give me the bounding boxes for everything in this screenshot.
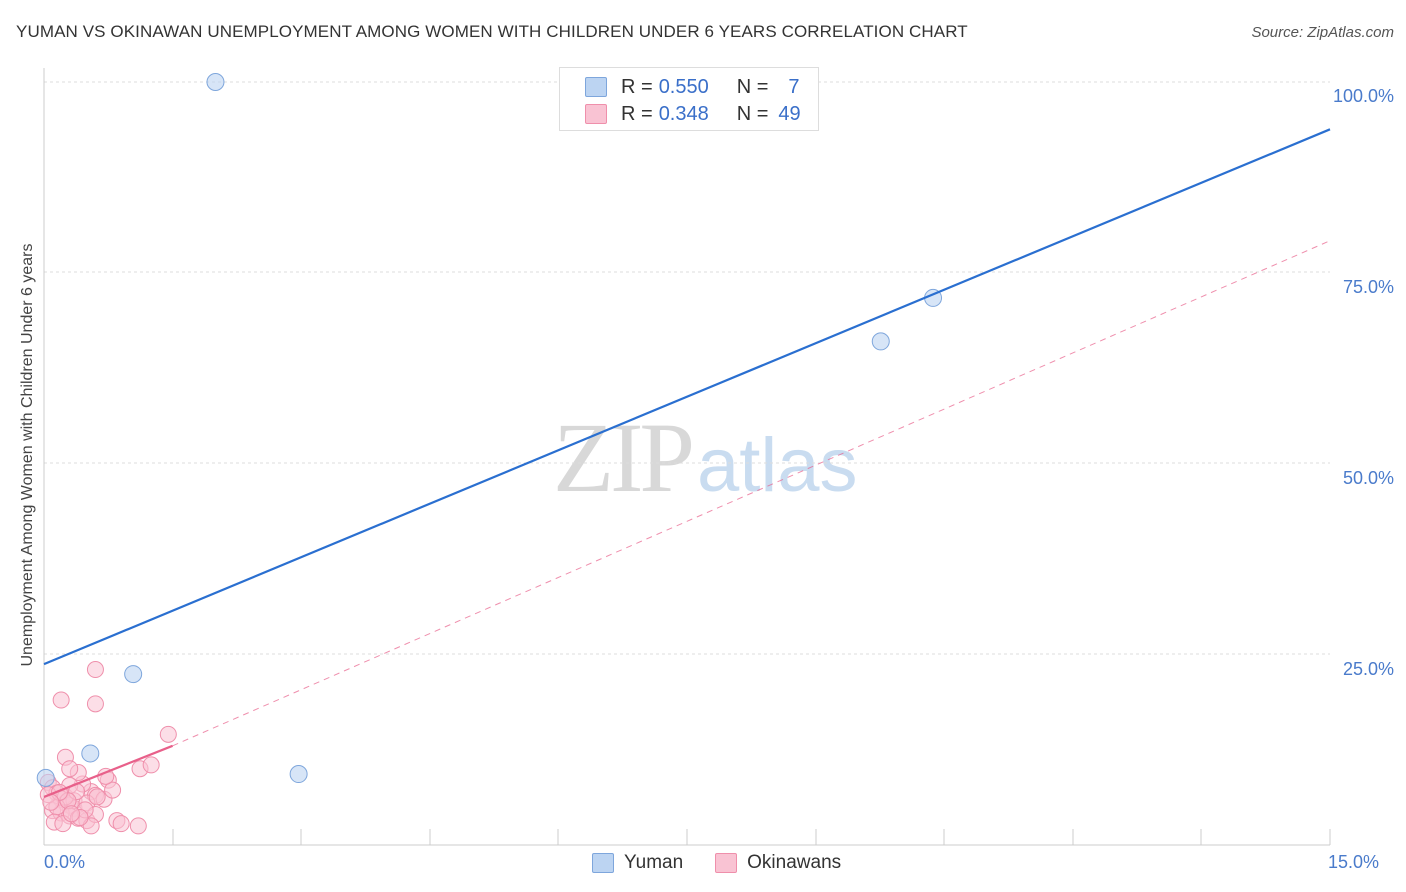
yuman-point xyxy=(871,332,890,351)
watermark-zip: ZIP xyxy=(553,402,695,513)
legend-item-yuman[interactable]: Yuman xyxy=(592,852,683,874)
axes xyxy=(43,68,1331,846)
okinawan-point xyxy=(61,760,79,778)
okinawan-swatch-icon xyxy=(715,853,738,873)
r-value: 0.348 xyxy=(658,102,709,125)
trendlines xyxy=(43,128,1331,798)
yuman-points xyxy=(36,73,943,787)
yuman-point xyxy=(81,744,100,763)
y-tick-100: 100.0% xyxy=(1332,86,1394,106)
okinawan-point xyxy=(159,725,177,743)
legend-item-okinawans[interactable]: Okinawans xyxy=(715,852,841,874)
okinawan-point xyxy=(88,788,106,806)
r-label: R = xyxy=(621,75,653,98)
y-tick-25: 25.0% xyxy=(1342,659,1394,679)
chart-title: YUMAN VS OKINAWAN UNEMPLOYMENT AMONG WOM… xyxy=(16,22,968,41)
series-legend: Yuman Okinawans xyxy=(592,852,873,874)
okinawan-point xyxy=(129,817,147,835)
n-label: N = xyxy=(736,75,769,98)
legend-label: Yuman xyxy=(624,852,684,873)
x-tick-0: 0.0% xyxy=(44,852,86,872)
legend-row-yuman: R = 0.550 N = 7 xyxy=(585,74,800,100)
y-tick-75: 75.0% xyxy=(1342,277,1394,297)
okinawan-trendline-extended xyxy=(172,240,1331,747)
source-label: Source: ZipAtlas.com xyxy=(1251,24,1394,41)
legend-label: Okinawans xyxy=(747,852,842,873)
okinawan-point xyxy=(112,815,130,833)
y-axis-label: Unemployment Among Women with Children U… xyxy=(19,243,36,667)
r-label: R = xyxy=(621,102,653,125)
n-label: N = xyxy=(736,102,769,125)
yuman-point xyxy=(206,73,225,91)
n-value: 7 xyxy=(788,75,800,98)
yuman-swatch-icon xyxy=(585,77,607,97)
legend-row-okinawans: R = 0.348 N = 49 xyxy=(585,101,801,127)
r-value: 0.550 xyxy=(658,75,709,98)
yuman-point xyxy=(124,665,143,684)
gridlines xyxy=(44,81,1330,655)
watermark-atlas: atlas xyxy=(697,423,858,508)
okinawan-point xyxy=(86,695,104,713)
okinawan-point xyxy=(104,781,122,799)
watermark: ZIPatlas xyxy=(553,400,858,515)
okinawan-point xyxy=(52,691,70,709)
okinawan-point xyxy=(62,805,80,823)
yuman-trendline xyxy=(43,128,1331,666)
yuman-point xyxy=(36,768,55,787)
y-tick-50: 50.0% xyxy=(1342,468,1394,488)
okinawan-trendline xyxy=(43,744,174,798)
okinawan-swatch-icon xyxy=(585,104,607,124)
x-tick-15: 15.0% xyxy=(1328,852,1380,872)
yuman-point xyxy=(289,765,308,784)
n-value: 49 xyxy=(778,102,801,125)
okinawan-point xyxy=(86,661,104,679)
okinawan-points xyxy=(39,661,177,835)
yuman-swatch-icon xyxy=(592,853,614,873)
correlation-legend: R = 0.550 N = 7 R = 0.348 N = 49 xyxy=(559,67,819,131)
okinawan-point xyxy=(142,756,160,774)
